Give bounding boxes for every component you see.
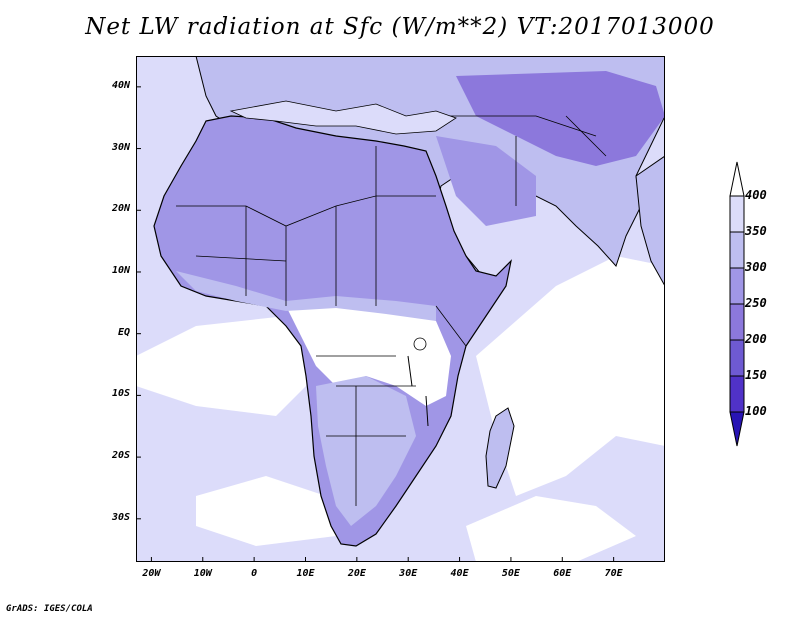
colorbar-top-arrow: [729, 161, 745, 197]
land-madagascar: [485, 407, 515, 489]
lake-victoria: [413, 337, 427, 351]
lat-label-10S: 10S: [111, 388, 130, 400]
ocean-white-patch-indian: [476, 256, 665, 496]
lat-label-20N: 20N: [111, 203, 130, 215]
grads-credit: GrADS: IGES/COLA: [6, 604, 93, 614]
lon-label-60E: 60E: [553, 568, 572, 579]
colorbar-label-350: 350: [745, 224, 767, 238]
lake-tanganyika: [407, 355, 413, 387]
land-arabia-dark: [436, 136, 536, 226]
colorbar-label-150: 150: [745, 368, 767, 382]
ocean-white-patch-south: [196, 476, 336, 546]
lat-label-10N: 10N: [111, 264, 130, 276]
colorbar-label-200: 200: [745, 332, 767, 346]
land-africa-south-mid: [316, 376, 416, 526]
lon-label-0: 0: [251, 568, 258, 579]
colorbar-segment-4: [729, 339, 745, 377]
country-borders: [176, 115, 607, 506]
lake-malawi: [425, 395, 429, 427]
colorbar-segment-3: [729, 303, 745, 341]
colorbar: [729, 161, 745, 447]
ocean-white-patch-atlantic: [136, 316, 311, 416]
lat-label-30N: 30N: [111, 141, 130, 153]
colorbar-segment-5: [729, 375, 745, 413]
lon-label-40E: 40E: [450, 568, 469, 579]
land-middleeast-dark: [456, 71, 665, 166]
axis-ticks: [136, 86, 615, 562]
lon-label-30E: 30E: [399, 568, 418, 579]
map-frame: [136, 56, 665, 562]
colorbar-label-250: 250: [745, 296, 767, 310]
lat-label-EQ: EQ: [117, 326, 130, 338]
colorbar-bottom-arrow: [729, 411, 745, 447]
lon-label-10E: 10E: [296, 568, 315, 579]
lat-label-20S: 20S: [111, 450, 130, 462]
land-india: [635, 155, 665, 288]
lon-label-50E: 50E: [501, 568, 520, 579]
lat-label-40N: 40N: [111, 79, 130, 91]
colorbar-label-400: 400: [745, 188, 767, 202]
colorbar-label-100: 100: [745, 404, 767, 418]
map-panel: [136, 56, 665, 562]
ocean-white-patch-southeast: [466, 496, 636, 562]
colorbar-segment-2: [729, 267, 745, 305]
colorbar-segment-1: [729, 231, 745, 269]
map-canvas: [136, 56, 665, 562]
lon-label-10W: 10W: [193, 568, 212, 579]
lon-label-70E: 70E: [604, 568, 623, 579]
colorbar-segment-0: [729, 195, 745, 233]
mediterranean-sea: [229, 100, 457, 135]
land-africa-central-light: [286, 301, 451, 406]
lat-label-30S: 30S: [111, 511, 130, 523]
lon-label-20W: 20W: [142, 568, 161, 579]
map-title: Net LW radiation at Sfc (W/m**2) VT:2017…: [85, 14, 715, 40]
colorbar-label-300: 300: [745, 260, 767, 274]
land-sahel-mid: [176, 271, 436, 321]
lon-label-20E: 20E: [347, 568, 366, 579]
